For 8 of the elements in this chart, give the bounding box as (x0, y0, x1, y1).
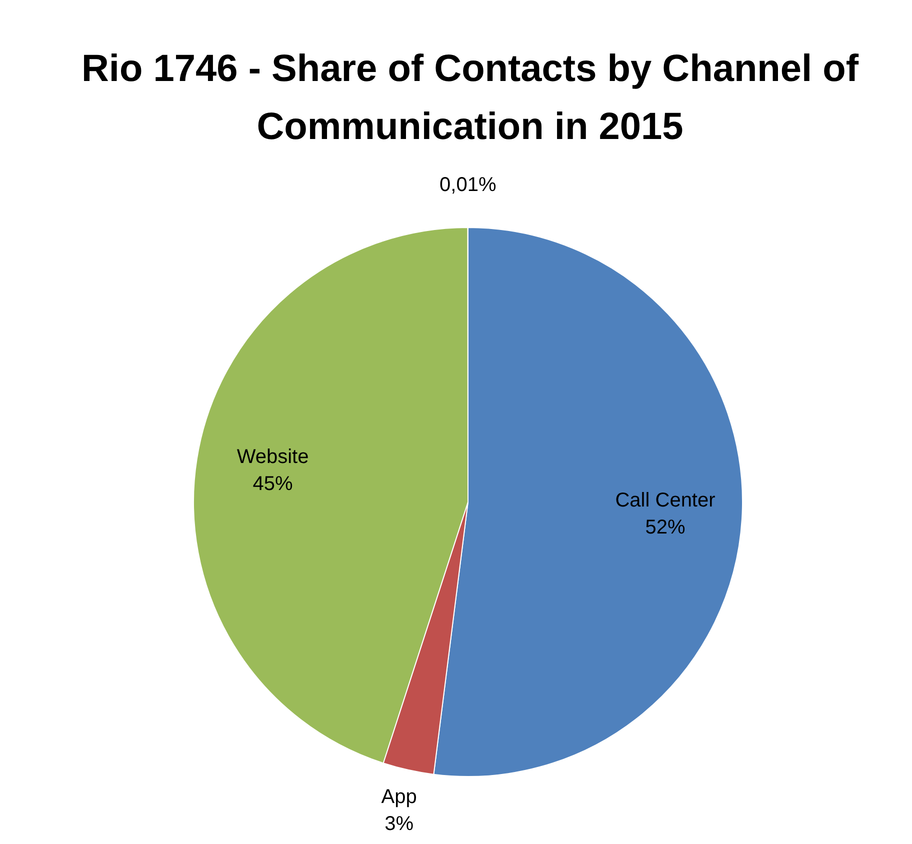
chart-title: Rio 1746 - Share of Contacts by Channel of Communication in 2015 (80, 47, 860, 150)
data-label: 0,01% (440, 174, 496, 196)
slice-label: Call Center (615, 489, 716, 512)
data-label: 52% (645, 516, 686, 538)
slice-label: Website (236, 446, 309, 468)
data-label: 3% (384, 812, 414, 835)
data-label: 45% (252, 473, 294, 496)
slice-label: App (381, 786, 417, 808)
